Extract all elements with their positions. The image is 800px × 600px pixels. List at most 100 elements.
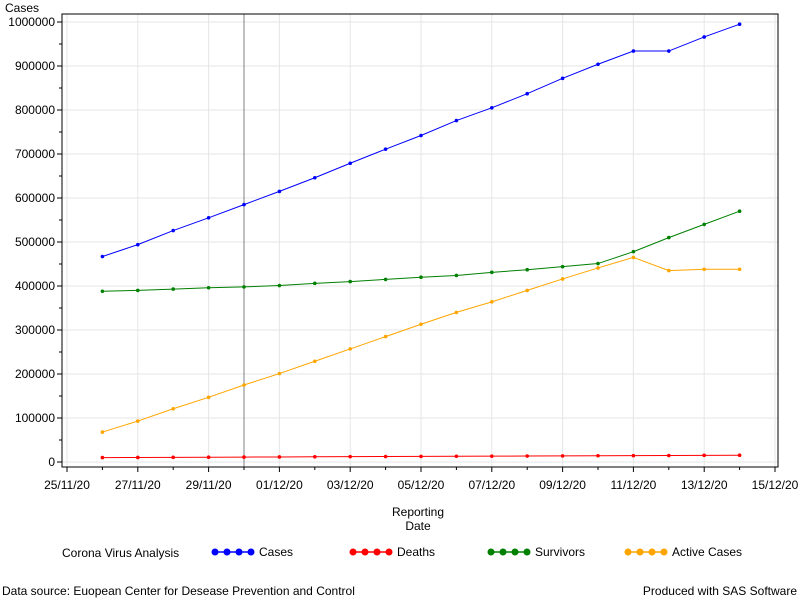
data-point-deaths xyxy=(419,454,423,459)
legend-label: Survivors xyxy=(535,545,585,559)
x-tick-label: 11/12/20 xyxy=(610,478,656,492)
legend-marker xyxy=(660,548,668,556)
y-tick-label: 600000 xyxy=(15,191,55,205)
data-point-survivors xyxy=(737,209,742,213)
y-axis-title: Cases xyxy=(5,1,39,15)
legend-label: Deaths xyxy=(397,545,435,559)
data-point-cases xyxy=(242,202,246,207)
y-tick-label: 100000 xyxy=(15,411,55,425)
data-point-deaths xyxy=(136,455,140,460)
data-point-deaths xyxy=(348,454,353,459)
data-point-deaths xyxy=(454,454,459,459)
data-point-survivors xyxy=(596,261,600,266)
data-point-active-cases xyxy=(454,310,459,315)
legend-item-deaths: Deaths xyxy=(349,545,435,559)
data-point-cases xyxy=(454,118,459,123)
data-point-active-cases xyxy=(702,267,706,272)
x-tick-label: 03/12/20 xyxy=(327,478,374,492)
data-point-deaths xyxy=(490,454,494,458)
data-point-deaths xyxy=(702,453,706,458)
legend-item-active-cases: Active Cases xyxy=(624,545,742,559)
legend-marker xyxy=(223,548,231,556)
data-point-cases xyxy=(702,35,706,39)
data-point-survivors xyxy=(136,288,140,293)
legend-marker xyxy=(349,548,357,556)
data-point-deaths xyxy=(313,455,317,459)
y-tick-label: 900000 xyxy=(15,59,55,73)
data-point-active-cases xyxy=(313,359,317,364)
data-point-survivors xyxy=(313,281,317,286)
data-point-cases xyxy=(206,216,211,220)
data-point-cases xyxy=(100,254,105,259)
data-point-survivors xyxy=(454,273,459,278)
plot-frame xyxy=(61,13,779,468)
data-point-cases xyxy=(631,49,636,53)
legend-marker xyxy=(247,548,255,556)
x-axis: 25/11/20 27/11/20 29/11/20 01/12/20 03/12/20… xyxy=(44,467,799,492)
x-tick-label: 09/12/20 xyxy=(539,478,586,492)
data-source-footnote: Data source: Euopean Center for Desease … xyxy=(2,584,355,598)
data-point-active-cases xyxy=(348,347,353,351)
legend-item-survivors: Survivors xyxy=(487,545,585,559)
legend-label: Cases xyxy=(259,545,293,559)
legend-marker xyxy=(361,548,369,556)
data-point-cases xyxy=(667,49,671,53)
y-axis: 0 100000 200000 300000 400000 500000 600000 700… xyxy=(8,15,62,469)
y-tick-label: 200000 xyxy=(15,367,55,381)
data-point-cases xyxy=(136,242,140,247)
data-point-active-cases xyxy=(136,419,140,423)
data-point-survivors xyxy=(490,270,494,275)
data-point-survivors xyxy=(560,264,565,269)
legend-marker xyxy=(373,548,381,556)
x-tick-label: 07/12/20 xyxy=(468,478,515,492)
data-point-active-cases xyxy=(490,300,494,304)
grid-lines xyxy=(62,14,778,467)
data-point-cases xyxy=(560,76,565,81)
data-point-active-cases xyxy=(596,266,600,270)
data-point-active-cases xyxy=(171,406,175,411)
data-point-active-cases xyxy=(737,267,742,272)
data-point-survivors xyxy=(100,289,105,294)
x-tick-label: 29/11/20 xyxy=(186,478,232,492)
data-point-cases xyxy=(171,228,175,233)
x-tick-label: 13/12/20 xyxy=(681,478,728,492)
data-point-deaths xyxy=(277,455,282,459)
data-point-survivors xyxy=(206,285,211,290)
data-point-active-cases xyxy=(277,371,282,376)
data-point-active-cases xyxy=(242,383,246,387)
data-point-deaths xyxy=(100,455,105,460)
y-tick-label: 0 xyxy=(48,455,55,469)
data-point-active-cases xyxy=(383,334,388,339)
x-tick-label: 25/11/20 xyxy=(44,478,90,492)
data-point-deaths xyxy=(596,453,600,458)
data-point-deaths xyxy=(631,453,636,458)
data-point-survivors xyxy=(383,277,388,282)
y-tick-label: 500000 xyxy=(15,235,55,249)
x-axis-title-line-1: Reporting xyxy=(392,505,444,519)
data-point-cases xyxy=(737,22,742,27)
legend-title: Corona Virus Analysis xyxy=(62,546,179,560)
data-point-active-cases xyxy=(419,322,423,327)
legend-marker xyxy=(385,548,393,556)
data-point-deaths xyxy=(737,453,742,458)
data-point-deaths xyxy=(383,454,388,459)
legend-marker xyxy=(499,548,507,556)
data-point-cases xyxy=(383,147,388,151)
data-point-cases xyxy=(348,161,353,166)
data-point-survivors xyxy=(171,287,175,291)
data-point-survivors xyxy=(631,249,636,254)
legend-marker xyxy=(235,548,243,556)
legend: Corona Virus Analysis Cases Deaths Survivo… xyxy=(62,545,742,560)
data-point-survivors xyxy=(242,285,246,289)
legend-marker xyxy=(636,548,644,556)
data-point-cases xyxy=(313,175,317,180)
produced-with-footnote: Produced with SAS Software xyxy=(642,584,797,598)
legend-marker xyxy=(523,548,531,556)
data-point-cases xyxy=(596,62,600,67)
data-point-survivors xyxy=(419,275,423,280)
y-tick-label: 800000 xyxy=(15,103,55,117)
legend-marker xyxy=(487,548,495,556)
y-tick-label: 400000 xyxy=(15,279,55,293)
data-point-active-cases xyxy=(667,268,671,273)
